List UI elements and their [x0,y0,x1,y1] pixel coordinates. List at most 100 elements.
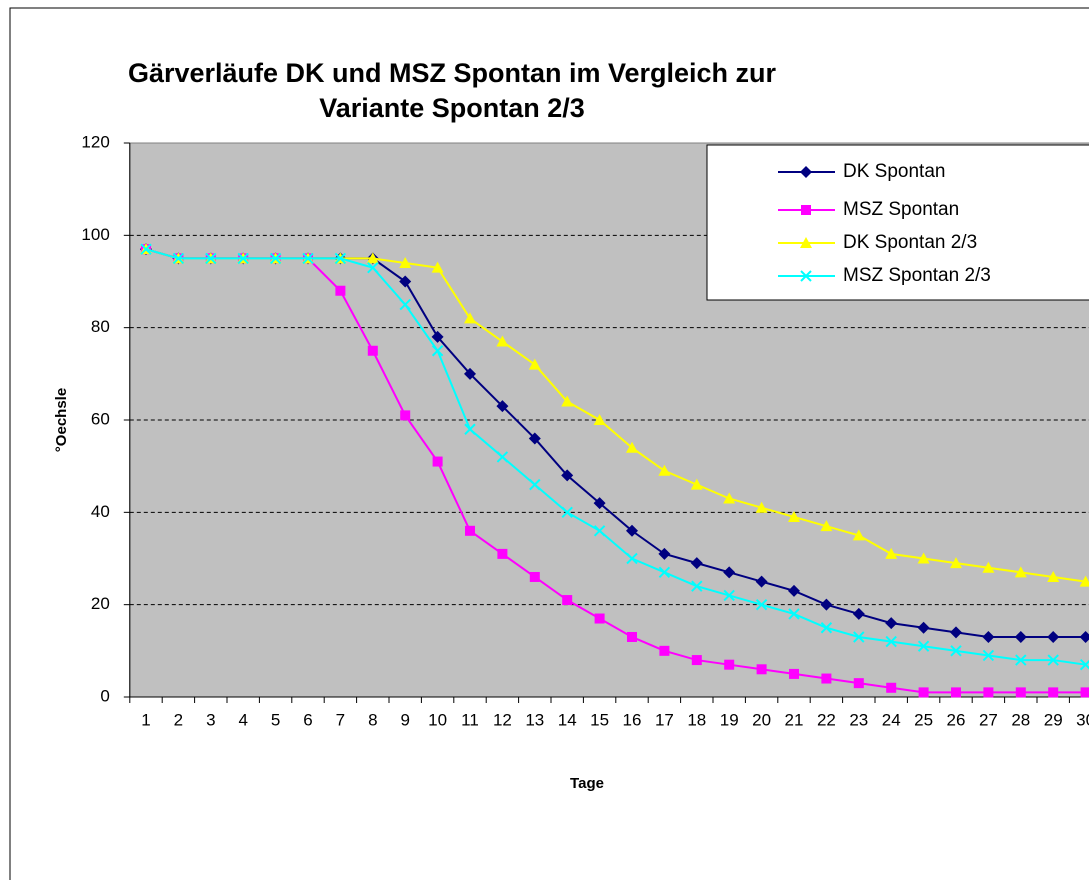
marker [464,367,476,380]
x-tick-label: 10 [428,710,447,729]
legend-box [706,144,1089,301]
legend-marker [801,205,811,215]
marker [626,441,638,453]
x-tick-label: 26 [947,710,966,729]
marker [821,673,832,684]
x-tick-label: 2 [174,710,183,729]
x-tick-label: 4 [238,710,247,729]
marker [982,649,995,662]
marker [367,345,378,356]
marker [399,298,411,311]
marker [529,571,540,582]
marker [400,410,411,421]
marker [431,261,444,273]
x-tick-label: 21 [785,710,804,729]
x-tick-label: 1 [141,710,150,729]
y-axis-title: °Oechsle [53,388,70,452]
x-tick-label: 23 [849,710,868,729]
marker [302,252,314,265]
marker [561,469,574,482]
y-tick-label: 120 [81,132,109,151]
marker [820,622,833,634]
marker [562,595,573,606]
marker [852,607,865,620]
marker [723,492,736,504]
marker [496,335,509,347]
marker [1014,566,1027,578]
marker [1015,687,1026,698]
marker [528,432,541,445]
marker [593,414,606,425]
x-tick-label: 6 [303,710,312,729]
marker [690,478,703,490]
legend-label: MSZ Spontan 2/3 [843,265,991,286]
x-tick-label: 22 [817,710,836,729]
legend-label: DK Spontan [843,161,945,182]
y-tick-label: 20 [91,594,110,613]
marker [237,252,249,265]
marker [626,524,638,537]
x-tick-label: 7 [336,710,345,729]
chart-title: Variante Spontan 2/3 [319,93,585,123]
marker [982,630,995,643]
marker [918,687,929,698]
legend-symbol [800,270,812,282]
marker [755,575,768,588]
marker [658,464,671,476]
x-tick-label: 28 [1011,710,1030,729]
marker [626,552,638,565]
marker [431,330,444,343]
x-tick-label: 11 [461,710,479,729]
marker [432,456,443,467]
marker [885,635,897,648]
marker [496,400,509,413]
x-tick-label: 30 [1076,710,1089,729]
marker [431,345,444,357]
marker [1047,570,1060,582]
marker [788,584,800,597]
series [141,244,1089,698]
marker [820,520,833,532]
x-tick-label: 12 [493,710,512,729]
marker [140,243,152,255]
marker [172,252,185,265]
x-tick-label: 19 [720,710,739,729]
marker [691,580,703,592]
x-tick-label: 14 [558,710,577,729]
marker [885,617,898,630]
x-tick-label: 27 [979,710,998,729]
marker [658,547,671,560]
marker [917,621,930,634]
x-tick-label: 20 [752,710,771,729]
x-tick-label: 18 [687,710,706,729]
marker [917,640,930,652]
y-tick-label: 60 [91,409,110,428]
marker [529,478,541,491]
marker [464,423,476,435]
x-tick-label: 13 [525,710,544,729]
x-tick-label: 24 [882,710,901,729]
x-tick-label: 17 [655,710,674,729]
marker [852,529,865,541]
marker [366,252,379,264]
y-tick-label: 80 [91,317,110,336]
marker [950,557,962,569]
marker [788,608,800,620]
marker [205,252,217,265]
legend-marker [800,270,812,282]
marker [756,664,767,675]
marker [1048,687,1059,698]
marker [982,561,995,573]
marker [367,261,379,274]
marker [950,645,962,657]
marker [593,525,606,537]
x-tick-label: 16 [623,710,642,729]
marker [561,395,574,407]
marker [917,552,930,564]
y-tick-label: 40 [91,502,110,521]
marker [1047,654,1059,666]
marker [690,557,703,570]
marker [853,631,865,643]
marker [659,645,670,656]
